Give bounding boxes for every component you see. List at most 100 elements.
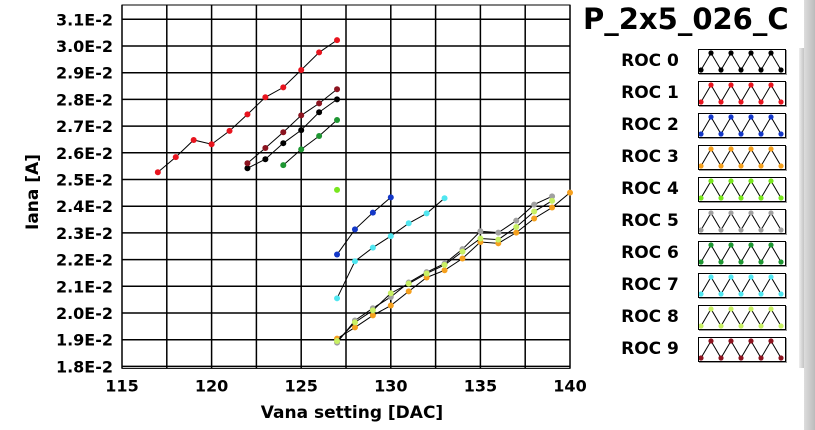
legend-label: ROC 1 (621, 83, 679, 103)
series-roc-0 (244, 96, 341, 172)
series-line (247, 98, 338, 169)
legend-swatch (698, 49, 786, 74)
y-tick-label: 2.5E-2 (56, 171, 113, 190)
series-roc-2 (334, 194, 394, 258)
x-tick-label: 135 (464, 376, 497, 395)
data-point (351, 324, 358, 331)
data-point (441, 195, 448, 202)
legend-swatch (698, 241, 786, 266)
data-point (334, 251, 341, 258)
data-point (280, 84, 287, 91)
data-point (495, 229, 502, 236)
data-point (477, 228, 484, 235)
data-point (280, 129, 287, 136)
data-point (531, 208, 538, 215)
series-lines (154, 37, 573, 346)
data-point (549, 193, 556, 200)
y-tick-label: 2.6E-2 (56, 144, 113, 163)
data-point (244, 111, 251, 118)
y-tick-label: 2.1E-2 (56, 277, 113, 296)
legend-item: ROC 6 (597, 240, 792, 268)
data-point (369, 307, 376, 314)
data-point (531, 201, 538, 208)
series-roc-4 (334, 186, 341, 193)
legend-swatch (698, 337, 786, 362)
y-tick-label: 2.4E-2 (56, 197, 113, 216)
data-point (334, 186, 341, 193)
data-point (387, 302, 394, 309)
data-point (567, 189, 573, 196)
series-roc-7 (334, 195, 448, 302)
data-point (316, 49, 323, 56)
data-point (369, 244, 376, 251)
data-point (459, 255, 466, 262)
data-point (280, 162, 287, 169)
data-point (190, 136, 197, 143)
data-point (513, 224, 520, 231)
legend-swatch (698, 177, 786, 202)
data-point (351, 258, 358, 265)
data-point (262, 156, 269, 163)
data-point (244, 165, 251, 172)
data-point (262, 144, 269, 151)
data-point (405, 288, 412, 295)
legend-item: ROC 9 (597, 336, 792, 364)
x-tick-label: 140 (553, 376, 586, 395)
legend-label: ROC 2 (621, 115, 679, 135)
y-tick-label: 3.1E-2 (56, 10, 113, 29)
legend-label: ROC 9 (621, 339, 679, 359)
data-point (316, 109, 323, 116)
y-tick-label: 2.0E-2 (56, 304, 113, 323)
legend-label: ROC 3 (621, 147, 679, 167)
y-tick-label: 1.8E-2 (56, 357, 113, 376)
data-point (423, 210, 430, 217)
legend-swatch (698, 305, 786, 330)
data-point (172, 154, 179, 161)
series-line (247, 88, 338, 164)
y-tick-label: 3.0E-2 (56, 37, 113, 56)
legend-item: ROC 3 (597, 144, 792, 172)
legend-item: ROC 8 (597, 304, 792, 332)
legend-swatch (698, 273, 786, 298)
legend-item: ROC 7 (597, 272, 792, 300)
legend-label: ROC 4 (621, 179, 679, 199)
legend-label: ROC 0 (621, 51, 679, 71)
series-roc-8 (334, 197, 556, 345)
tick-labels: 1.8E-2 1.9E-2 2.0E-2 2.1E-2 2.2E-2 2.3E-2 2.4E… (56, 10, 587, 395)
window-frame (804, 0, 815, 430)
data-point (549, 204, 556, 211)
x-tick-label: 115 (105, 376, 138, 395)
data-point (387, 194, 394, 201)
legend-label: ROC 6 (621, 243, 679, 263)
legend-scrollbar[interactable] (799, 48, 807, 368)
data-point (459, 248, 466, 255)
data-point (334, 295, 341, 302)
data-point (208, 141, 215, 148)
y-tick-label: 2.3E-2 (56, 224, 113, 243)
legend-swatch (698, 113, 786, 138)
data-point (334, 338, 341, 345)
legend-swatch (698, 209, 786, 234)
x-tick-label: 120 (195, 376, 228, 395)
y-tick-label: 2.9E-2 (56, 64, 113, 83)
legend-item: ROC 0 (597, 48, 792, 76)
data-point (298, 112, 305, 119)
legend: ROC 0 ROC 1 ROC 2 ROC 3 ROC 4 ROC 5 ROC 6 ROC 7… (597, 48, 797, 368)
data-point (351, 226, 358, 233)
series-roc-6 (280, 116, 341, 169)
grid (121, 4, 571, 369)
data-point (316, 100, 323, 107)
data-point (334, 116, 341, 123)
legend-label: ROC 7 (621, 275, 679, 295)
data-point (244, 160, 251, 167)
data-point (441, 261, 448, 268)
data-point (531, 215, 538, 222)
data-point (441, 267, 448, 274)
x-tick-label: 125 (284, 376, 317, 395)
series-roc-1 (154, 37, 341, 176)
data-point (334, 96, 341, 103)
data-point (351, 319, 358, 326)
series-line (336, 197, 392, 255)
data-point (369, 209, 376, 216)
